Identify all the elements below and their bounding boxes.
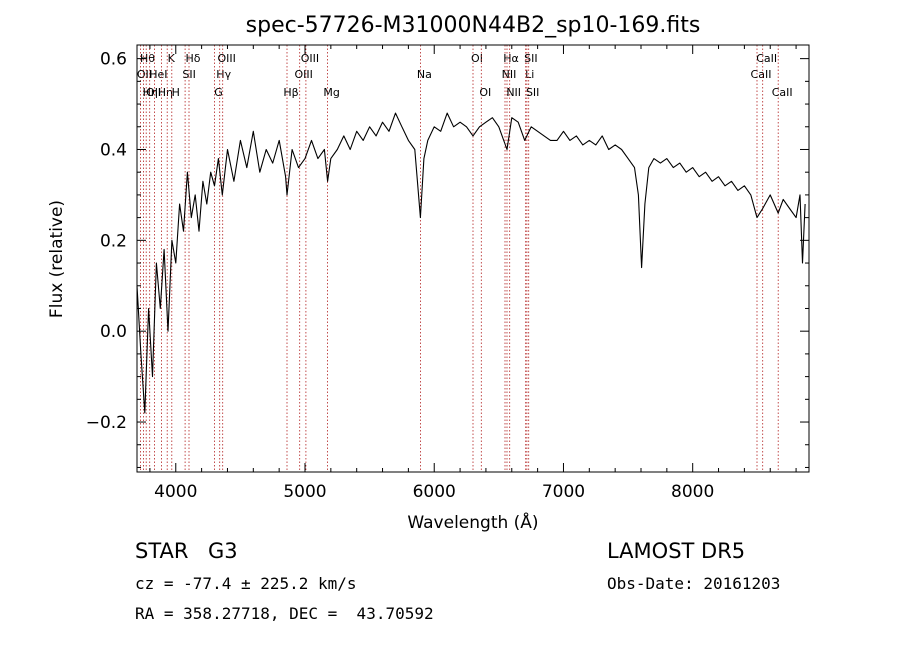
line-label: Hη bbox=[158, 86, 173, 99]
line-label: NII bbox=[506, 86, 521, 99]
chart-title: spec-57726-M31000N44B2_sp10-169.fits bbox=[246, 13, 701, 38]
line-label: Hα bbox=[503, 52, 519, 65]
line-label: Hδ bbox=[185, 52, 200, 65]
y-tick-label: 0.4 bbox=[100, 140, 127, 160]
line-label: Li bbox=[525, 68, 534, 81]
observation-date: Obs-Date: 20161203 bbox=[607, 574, 781, 593]
line-label: NII bbox=[502, 68, 517, 81]
coordinates: RA = 358.27718, DEC = 43.70592 bbox=[135, 604, 434, 623]
line-label: HeI bbox=[149, 68, 167, 81]
plot-frame bbox=[136, 44, 810, 473]
object-subclass: G3 bbox=[208, 539, 238, 563]
line-label: K bbox=[168, 52, 176, 65]
line-label: Hθ bbox=[140, 52, 155, 65]
line-label: OI bbox=[471, 52, 483, 65]
line-label: H bbox=[172, 86, 180, 99]
line-label: Hβ bbox=[283, 86, 298, 99]
line-label: OII bbox=[146, 86, 161, 99]
spectrum-line-0 bbox=[136, 112, 806, 414]
x-tick-label: 8000 bbox=[671, 482, 714, 502]
survey-name: LAMOST DR5 bbox=[607, 539, 746, 563]
series-layer bbox=[136, 112, 806, 414]
line-label: Mg bbox=[323, 86, 339, 99]
line-label: OIII bbox=[218, 52, 236, 65]
line-label: OI bbox=[479, 86, 491, 99]
x-tick-label: 7000 bbox=[542, 482, 585, 502]
line-label: SII bbox=[526, 86, 539, 99]
line-label: CaII bbox=[751, 68, 772, 81]
line-label: SII bbox=[524, 52, 537, 65]
x-tick-label: 5000 bbox=[283, 482, 326, 502]
line-label: Na bbox=[417, 68, 432, 81]
line-label: CaII bbox=[772, 86, 793, 99]
line-label: OIII bbox=[301, 52, 319, 65]
line-label: CaII bbox=[756, 52, 777, 65]
line-label: OIII bbox=[295, 68, 313, 81]
y-tick-label: 0.0 bbox=[100, 322, 127, 342]
line-marker-layer: OIIHθHηOIIHeIHηKHSIIHδGHγOIIIHβOIIIOIIIM… bbox=[137, 45, 793, 472]
object-class: STAR bbox=[135, 539, 189, 563]
line-label: Hγ bbox=[216, 68, 231, 81]
x-tick-label: 6000 bbox=[413, 482, 456, 502]
line-label: G bbox=[214, 86, 223, 99]
line-label: OII bbox=[137, 68, 152, 81]
x-tick-label: 4000 bbox=[154, 482, 197, 502]
redshift-velocity: cz = -77.4 ± 225.2 km/s bbox=[135, 574, 357, 593]
y-tick-label: −0.2 bbox=[86, 413, 127, 433]
axis-layer: 4000 5000 6000 7000 8000 −0.2 0.0 0.2 0.4 0.6 bbox=[86, 45, 809, 502]
x-axis-label: Wavelength (Å) bbox=[407, 511, 538, 533]
y-tick-label: 0.6 bbox=[100, 50, 127, 70]
y-axis-label: Flux (relative) bbox=[47, 200, 67, 318]
y-tick-label: 0.2 bbox=[100, 231, 127, 251]
line-label: Hη bbox=[143, 86, 158, 99]
